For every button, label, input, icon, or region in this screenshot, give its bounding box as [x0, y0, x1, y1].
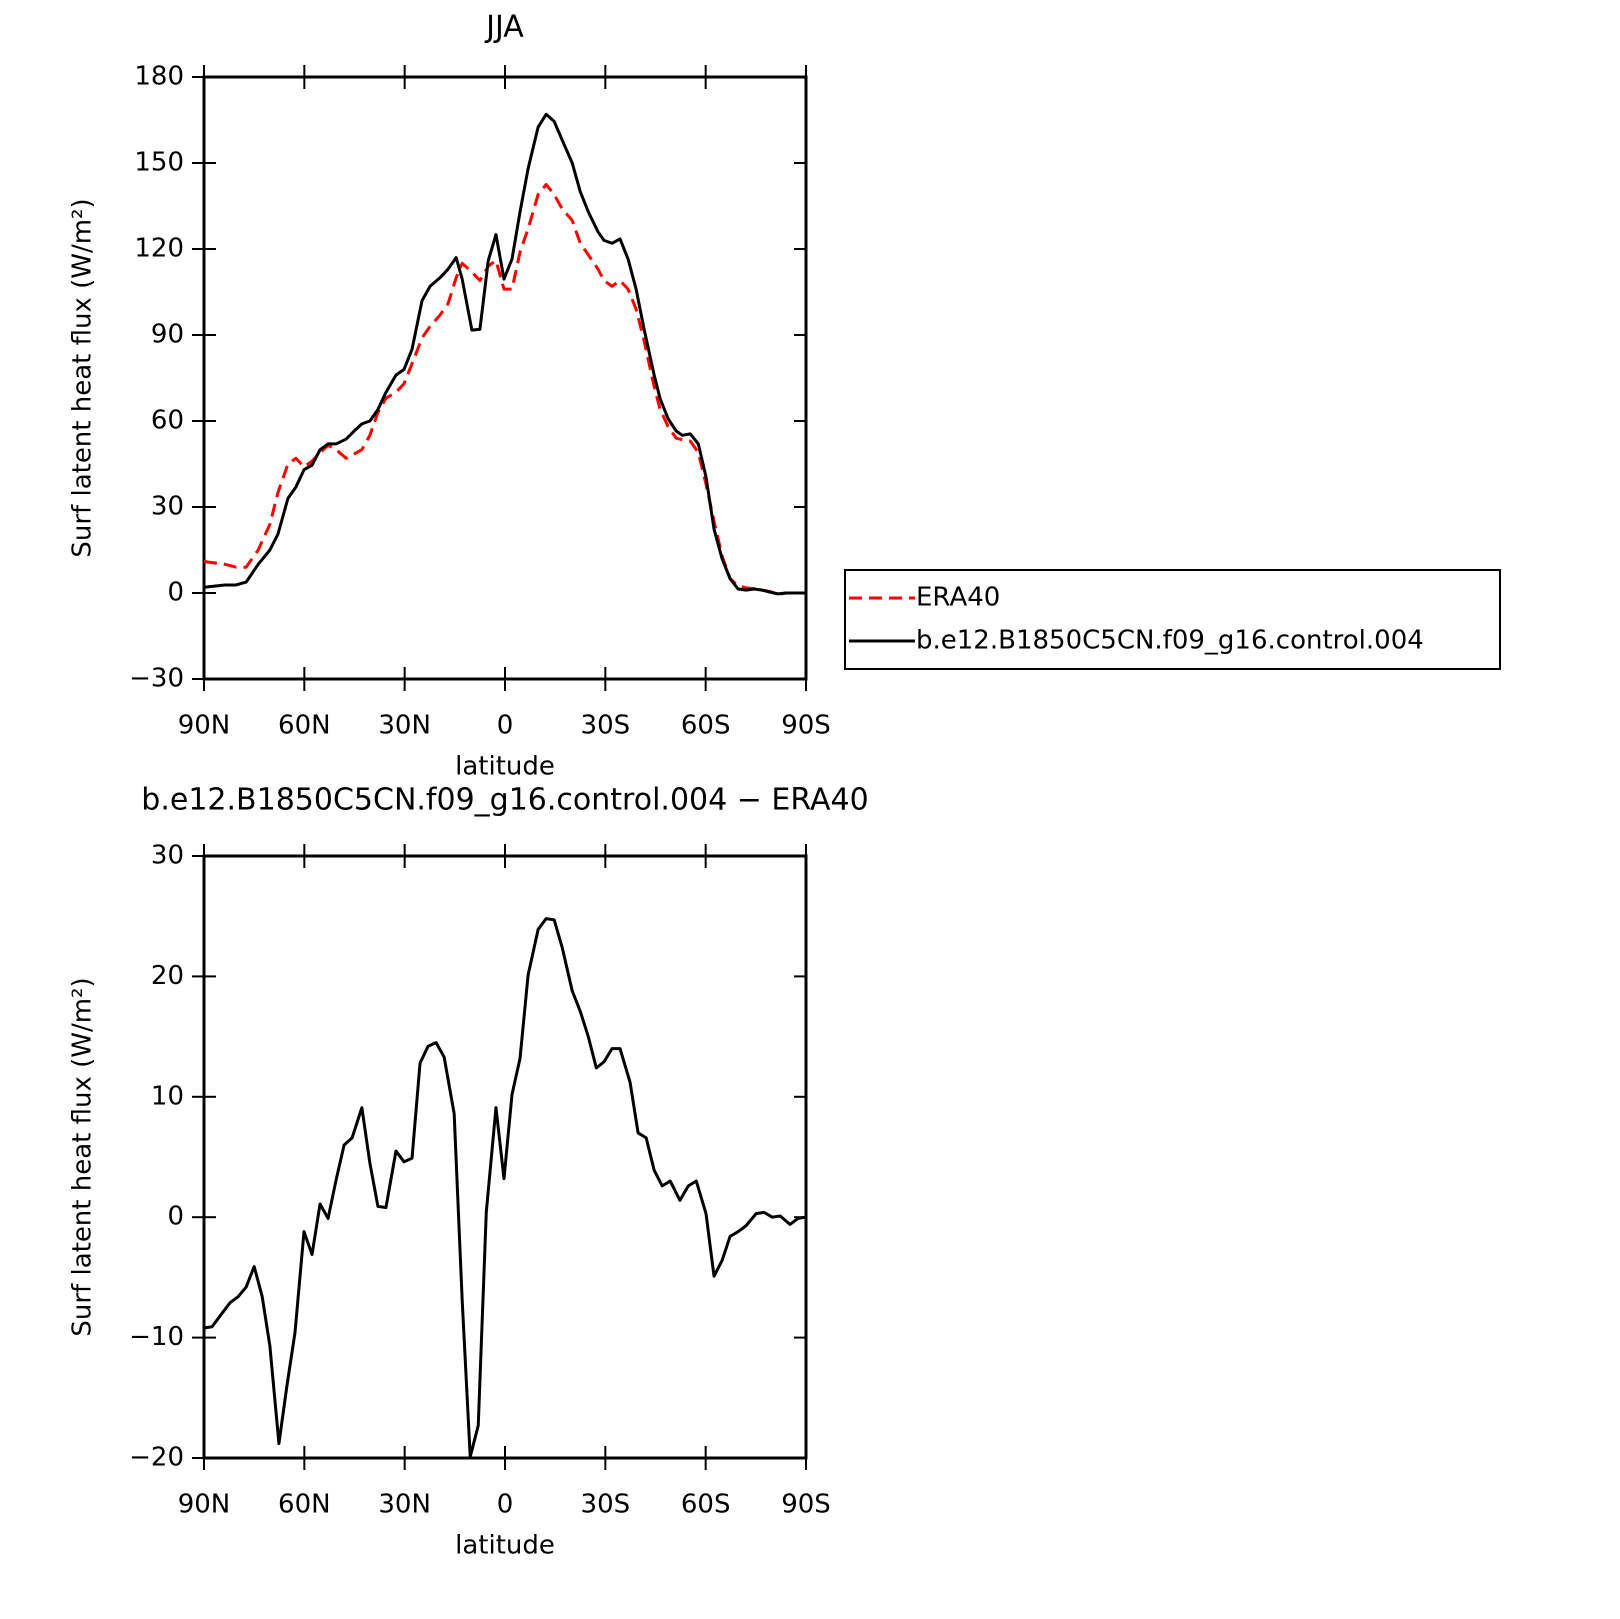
y-tick-label: 20	[151, 961, 184, 991]
x-tick-label: 30S	[581, 1490, 631, 1520]
chart-title: b.e12.B1850C5CN.f09_g16.control.004 − ER…	[141, 783, 868, 818]
x-tick-label: 60N	[278, 711, 331, 741]
x-tick-label: 60N	[278, 1490, 331, 1520]
y-tick-label: 0	[167, 1202, 184, 1232]
x-axis-label: latitude	[455, 1531, 555, 1561]
legend-label: ERA40	[916, 583, 1000, 613]
x-tick-label: 30N	[378, 711, 431, 741]
x-tick-label: 30N	[378, 1490, 431, 1520]
x-tick-label: 90S	[781, 1490, 831, 1520]
plot-frame	[202, 854, 808, 1460]
chart-title: JJA	[484, 10, 524, 45]
y-tick-label: 0	[167, 578, 184, 608]
x-tick-label: 60S	[681, 711, 731, 741]
y-axis-label: Surf latent heat flux (W/m²)	[68, 977, 98, 1336]
x-tick-label: 30S	[581, 711, 631, 741]
x-tick-label: 60S	[681, 1490, 731, 1520]
y-tick-label: −20	[129, 1443, 184, 1473]
data-line	[203, 917, 807, 1459]
y-tick-label: −30	[129, 664, 184, 694]
data-line	[203, 112, 806, 596]
x-tick-label: 90N	[178, 1490, 231, 1520]
y-tick-label: 10	[151, 1081, 184, 1111]
x-axis-label: latitude	[455, 752, 555, 782]
y-tick-label: 150	[134, 148, 184, 178]
y-tick-label: 60	[151, 406, 184, 436]
legend-box	[844, 569, 1501, 670]
y-tick-label: 90	[151, 320, 184, 350]
y-tick-label: −10	[129, 1322, 184, 1352]
y-tick-label: 30	[151, 841, 184, 871]
x-tick-label: 90S	[781, 711, 831, 741]
x-tick-label: 0	[497, 1490, 514, 1520]
y-tick-label: 180	[134, 62, 184, 92]
plot-frame	[202, 75, 808, 681]
y-tick-label: 30	[151, 492, 184, 522]
legend-label: b.e12.B1850C5CN.f09_g16.control.004	[916, 626, 1424, 656]
x-tick-label: 90N	[178, 711, 231, 741]
y-axis-label: Surf latent heat flux (W/m²)	[68, 198, 98, 557]
x-tick-label: 0	[497, 711, 514, 741]
y-tick-label: 120	[134, 234, 184, 264]
